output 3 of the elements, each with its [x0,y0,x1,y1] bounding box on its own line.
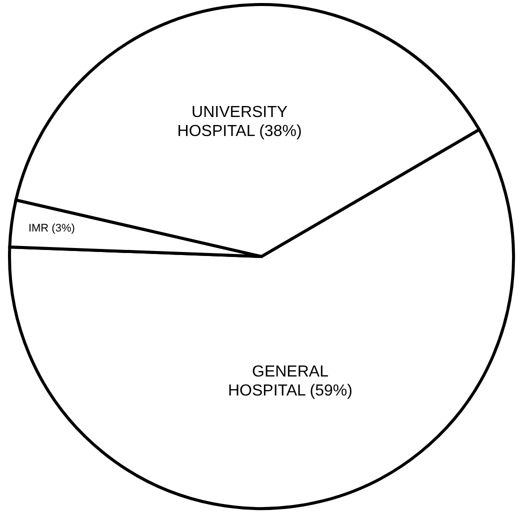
slice-label: IMR (3%) [28,222,75,235]
slice-label: GENERAL HOSPITAL (59%) [228,363,352,400]
slice-label: UNIVERSITY HOSPITAL (38%) [177,104,302,140]
